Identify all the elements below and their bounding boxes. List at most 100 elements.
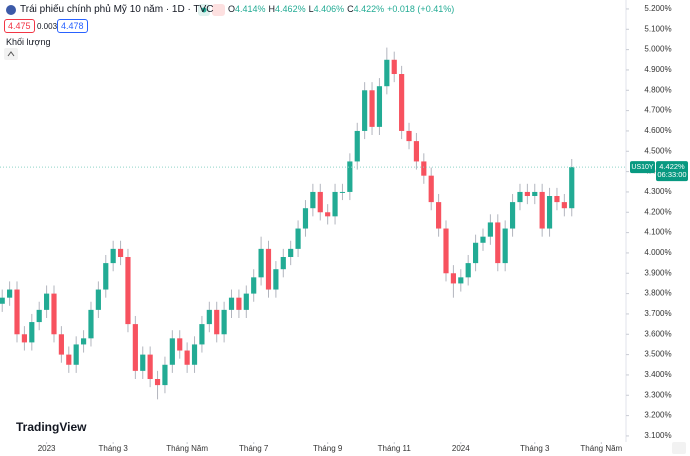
candle-body (125, 257, 131, 325)
x-tick-label: Tháng Năm (166, 444, 208, 453)
indicator-icon (212, 4, 225, 16)
candle-body (51, 293, 57, 335)
candle-body (428, 175, 434, 203)
candle-body (502, 228, 508, 264)
ohlc-value: 4.422% (353, 4, 385, 14)
candle-body (325, 212, 331, 217)
candle-body (465, 263, 471, 278)
candle-body (140, 354, 146, 371)
candle-body (406, 130, 412, 142)
candle-body (450, 273, 456, 284)
ohlc-key: C (347, 4, 354, 14)
candle-body (487, 222, 493, 237)
candle-body (243, 293, 249, 310)
candle-body (206, 309, 212, 325)
candle-body (376, 86, 383, 127)
candle-body (132, 324, 138, 371)
x-tick-label: Tháng Năm (580, 444, 622, 453)
candle-body (0, 297, 5, 304)
y-tick-label: 3.100% (644, 431, 671, 440)
y-tick-label: 4.900% (644, 65, 671, 74)
candle-body (517, 191, 523, 203)
y-tick-label: 3.800% (644, 289, 671, 298)
candle-body (399, 74, 405, 131)
candle-body (295, 228, 301, 249)
candle-body (509, 202, 516, 229)
y-tick-label: 3.700% (644, 309, 671, 318)
y-tick-label: 3.200% (644, 411, 671, 420)
candle-body (251, 277, 257, 294)
candle-body (73, 344, 79, 365)
y-tick-label: 5.000% (644, 45, 671, 54)
candle-body (569, 167, 575, 209)
settings-button[interactable] (672, 442, 686, 454)
price-tag (656, 161, 688, 182)
candle-body (265, 248, 272, 290)
collapse-arrow (7, 51, 15, 57)
candle-body (384, 59, 390, 87)
y-tick-label: 4.800% (644, 85, 671, 94)
candle-body (110, 248, 116, 264)
x-tick-label: Tháng 3 (98, 444, 128, 453)
y-tick-label: 4.000% (644, 248, 671, 257)
x-tick-label: 2023 (38, 444, 56, 453)
last-price-label: 4.422% (659, 162, 685, 171)
ohlc-key: H (268, 4, 276, 14)
candle-body (66, 354, 72, 365)
candle-body (443, 228, 449, 274)
candle-body (524, 191, 530, 197)
candle-body (302, 208, 309, 229)
candle-body (554, 196, 560, 203)
candle-body (546, 196, 553, 229)
candle-body (495, 222, 501, 264)
candle-body (421, 161, 427, 176)
candle-body (221, 309, 227, 335)
brand-logo: TradingView (16, 420, 87, 434)
ohlc-value: 4.406% (313, 4, 345, 14)
candle-body (436, 202, 442, 229)
candle-body (44, 293, 50, 310)
candle-body (36, 309, 42, 323)
candle-body (354, 130, 360, 162)
buy-price[interactable]: 4.478 (57, 19, 88, 33)
y-tick-label: 4.100% (644, 228, 671, 237)
candle-body (169, 338, 175, 365)
ohlc-value: 4.414% (235, 4, 266, 14)
ohlc-key: L (308, 4, 314, 14)
candle-body (177, 338, 183, 351)
y-tick-label: 3.500% (644, 350, 671, 359)
ohlc-key: O (228, 4, 236, 14)
x-tick-label: Tháng 3 (520, 444, 550, 453)
y-tick-label: 3.900% (644, 268, 671, 277)
y-tick-label: 3.300% (644, 390, 671, 399)
candle-body (228, 297, 235, 310)
candle-body (532, 191, 538, 197)
x-tick-label: 2024 (452, 444, 470, 453)
candle-body (458, 277, 464, 284)
candle-body (310, 191, 316, 209)
y-tick-label: 3.400% (644, 370, 671, 379)
status-dot (201, 7, 207, 13)
x-tick-label: Tháng 9 (313, 444, 343, 453)
candle-body (339, 191, 346, 193)
candle-body (214, 309, 220, 335)
candle-body (88, 309, 94, 339)
sell-price[interactable]: 4.475 (4, 19, 35, 33)
candle-body (480, 236, 486, 243)
ohlc-legend: O4.414% H4.462% L4.406% C4.422% +0.018 (+0.4… (228, 4, 457, 14)
candle-body (561, 202, 567, 209)
y-tick-label: 4.700% (644, 106, 671, 115)
candle-body (362, 90, 368, 131)
candle-body (95, 289, 101, 310)
y-tick-label: 5.200% (644, 4, 671, 13)
y-tick-label: 5.100% (644, 24, 671, 33)
collapse-button[interactable] (4, 48, 18, 60)
candle-body (117, 248, 124, 258)
candle-body (103, 263, 109, 290)
candle-body (273, 269, 279, 290)
candle-body (7, 289, 13, 298)
candle-body (199, 324, 205, 345)
candle-body (369, 90, 375, 127)
candle-body (80, 338, 87, 345)
